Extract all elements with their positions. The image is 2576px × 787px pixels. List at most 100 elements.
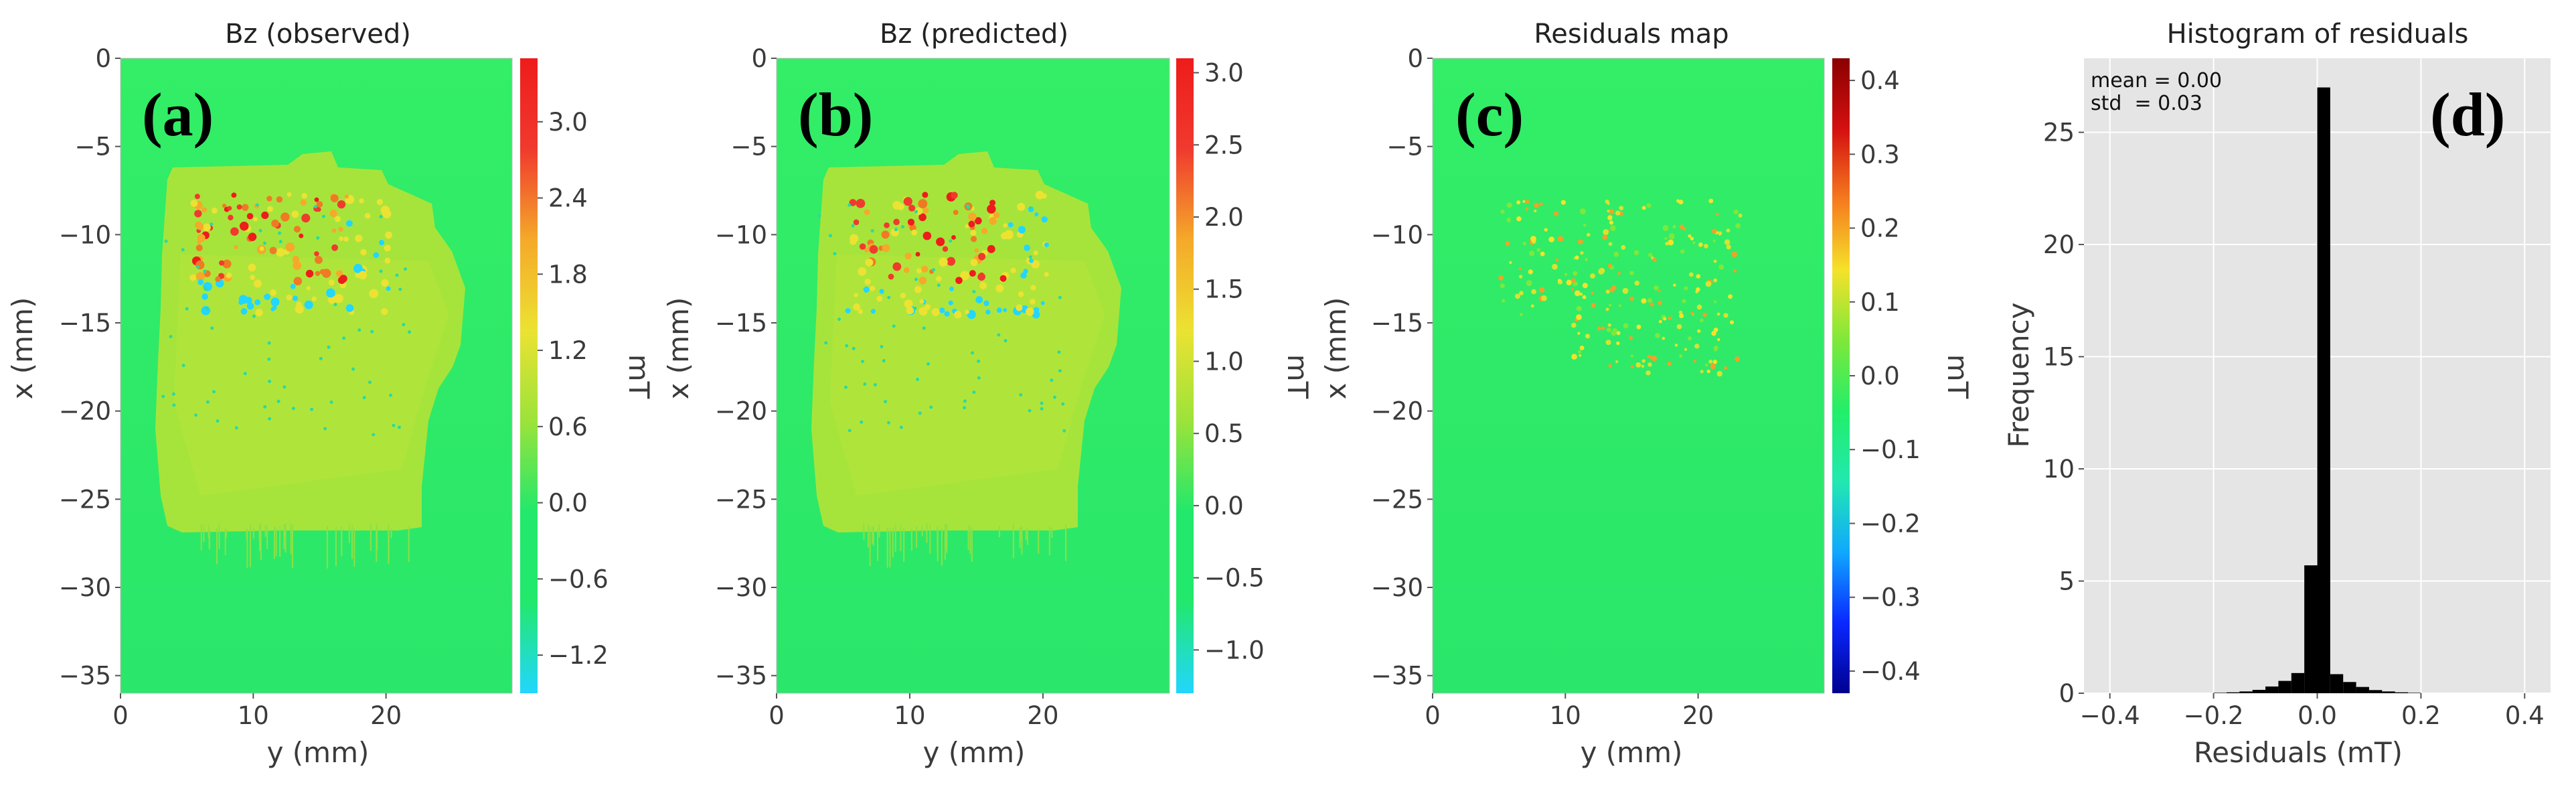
hotspot-dot (381, 308, 388, 315)
lowfield-dot (870, 229, 874, 233)
hotspot-dot (338, 226, 343, 232)
y-tick-label: −15 (1371, 309, 1423, 338)
hotspot-dot (253, 216, 258, 222)
hotspot-dot (301, 214, 311, 223)
hotspot-dot (269, 246, 277, 255)
residual-dot (1708, 359, 1713, 364)
residual-dot (1729, 320, 1735, 325)
residual-dot (1718, 231, 1722, 236)
y-tick-label: −5 (1386, 133, 1423, 161)
hist-bar (2252, 689, 2266, 693)
lowfield-dot (1062, 429, 1066, 433)
panel-b-label: (b) (798, 80, 873, 149)
lowfield-dot (171, 392, 175, 396)
hotspot-dot (364, 212, 371, 219)
residual-dot (1585, 258, 1588, 261)
residual-dot (1646, 203, 1652, 208)
colorbar-tick-label: −0.4 (1860, 657, 1921, 686)
residual-dot (1541, 295, 1547, 301)
hotspot-dot (904, 299, 913, 308)
lowfield-dot (848, 203, 852, 207)
colorbar-tick-label: 2.5 (1204, 131, 1244, 159)
hotspot-dot (316, 207, 321, 212)
residual-dot (1605, 199, 1609, 204)
panel-b-colorbar: 3.0 2.5 2.0 1.5 1.0 0.5 0.0 −0.5 −1.0 (1176, 58, 1265, 693)
residual-dot (1731, 251, 1738, 258)
hotspot-dot (969, 270, 976, 277)
colorbar-tick-label: −0.1 (1860, 435, 1921, 464)
lowfield-dot (892, 324, 896, 328)
colorbar-tick-label: 0.0 (1860, 362, 1900, 390)
lowfield-dot (977, 376, 981, 380)
residual-dot (1679, 224, 1684, 230)
hotspot-dot (264, 293, 270, 301)
lowfield-dot (392, 423, 396, 427)
residual-dot (1647, 354, 1650, 358)
residual-dot (1534, 209, 1537, 213)
hotspot-dot (195, 272, 205, 281)
hotspot-dot (330, 194, 339, 203)
lowfield-dot (965, 204, 969, 208)
hotspot-dot (1041, 216, 1048, 223)
hotspot-dot (285, 242, 295, 252)
y-tick-label: −30 (1371, 573, 1423, 602)
hotspot-dot (305, 269, 314, 278)
residual-dot (1617, 271, 1621, 275)
lowfield-dot (843, 385, 848, 389)
colorbar-tick-label: −0.6 (548, 565, 609, 593)
hotspot-dot (853, 303, 860, 311)
residual-dot (1658, 300, 1662, 305)
hotspot-dot (918, 307, 928, 316)
hotspot-dot (259, 246, 264, 251)
hotspot-dot (1017, 202, 1026, 211)
residual-dot (1680, 249, 1685, 254)
residual-dot (1723, 313, 1728, 318)
residual-dot (1703, 243, 1708, 248)
residual-dot (1655, 333, 1660, 338)
heatmap-background (1433, 58, 1824, 693)
hotspot-dot (978, 253, 986, 261)
hotspot-dot (202, 207, 208, 213)
panel-d-title: Histogram of residuals (2167, 19, 2469, 50)
residual-dot (1684, 348, 1688, 351)
hotspot-dot (968, 220, 975, 228)
lowfield-dot (1053, 395, 1057, 399)
hotspot-dot (916, 268, 922, 274)
lowfield-dot (243, 372, 247, 376)
lowfield-dot (852, 346, 856, 350)
panel-b-ylabel: x (mm) (662, 297, 695, 400)
hotspot-dot (222, 204, 227, 208)
y-tick-label: −5 (74, 133, 111, 161)
hist-bar (2317, 87, 2330, 693)
hotspot-dot (870, 309, 876, 314)
hotspot-dot (882, 244, 890, 253)
lowfield-dot (949, 239, 953, 243)
lowfield-dot (403, 267, 407, 271)
residual-dot (1649, 302, 1654, 307)
residual-dot (1619, 206, 1624, 210)
residual-dot (1629, 296, 1634, 301)
hotspot-dot (386, 286, 391, 291)
x-tick-label: −0.4 (2080, 701, 2140, 730)
residual-dot (1607, 209, 1610, 213)
hotspot-dot (334, 293, 343, 303)
residual-dot (1608, 303, 1612, 307)
residual-dot (1702, 312, 1707, 317)
residual-dot (1526, 280, 1532, 287)
lowfield-dot (370, 330, 374, 334)
residual-dot (1716, 312, 1720, 316)
hotspot-dot (863, 286, 870, 293)
residual-dot (1591, 303, 1596, 308)
residual-dot (1539, 287, 1545, 293)
hotspot-dot (267, 206, 273, 212)
hotspot-dot (276, 248, 285, 257)
hotspot-dot (970, 230, 977, 236)
hotspot-dot (384, 244, 391, 252)
hotspot-dot (1030, 285, 1036, 291)
residual-dot (1717, 338, 1720, 342)
x-tick-label: 0 (769, 701, 785, 730)
lowfield-dot (408, 330, 412, 334)
y-tick-label: −20 (59, 397, 111, 426)
x-tick-label: 0.4 (2505, 701, 2545, 730)
hotspot-dot (345, 220, 353, 227)
